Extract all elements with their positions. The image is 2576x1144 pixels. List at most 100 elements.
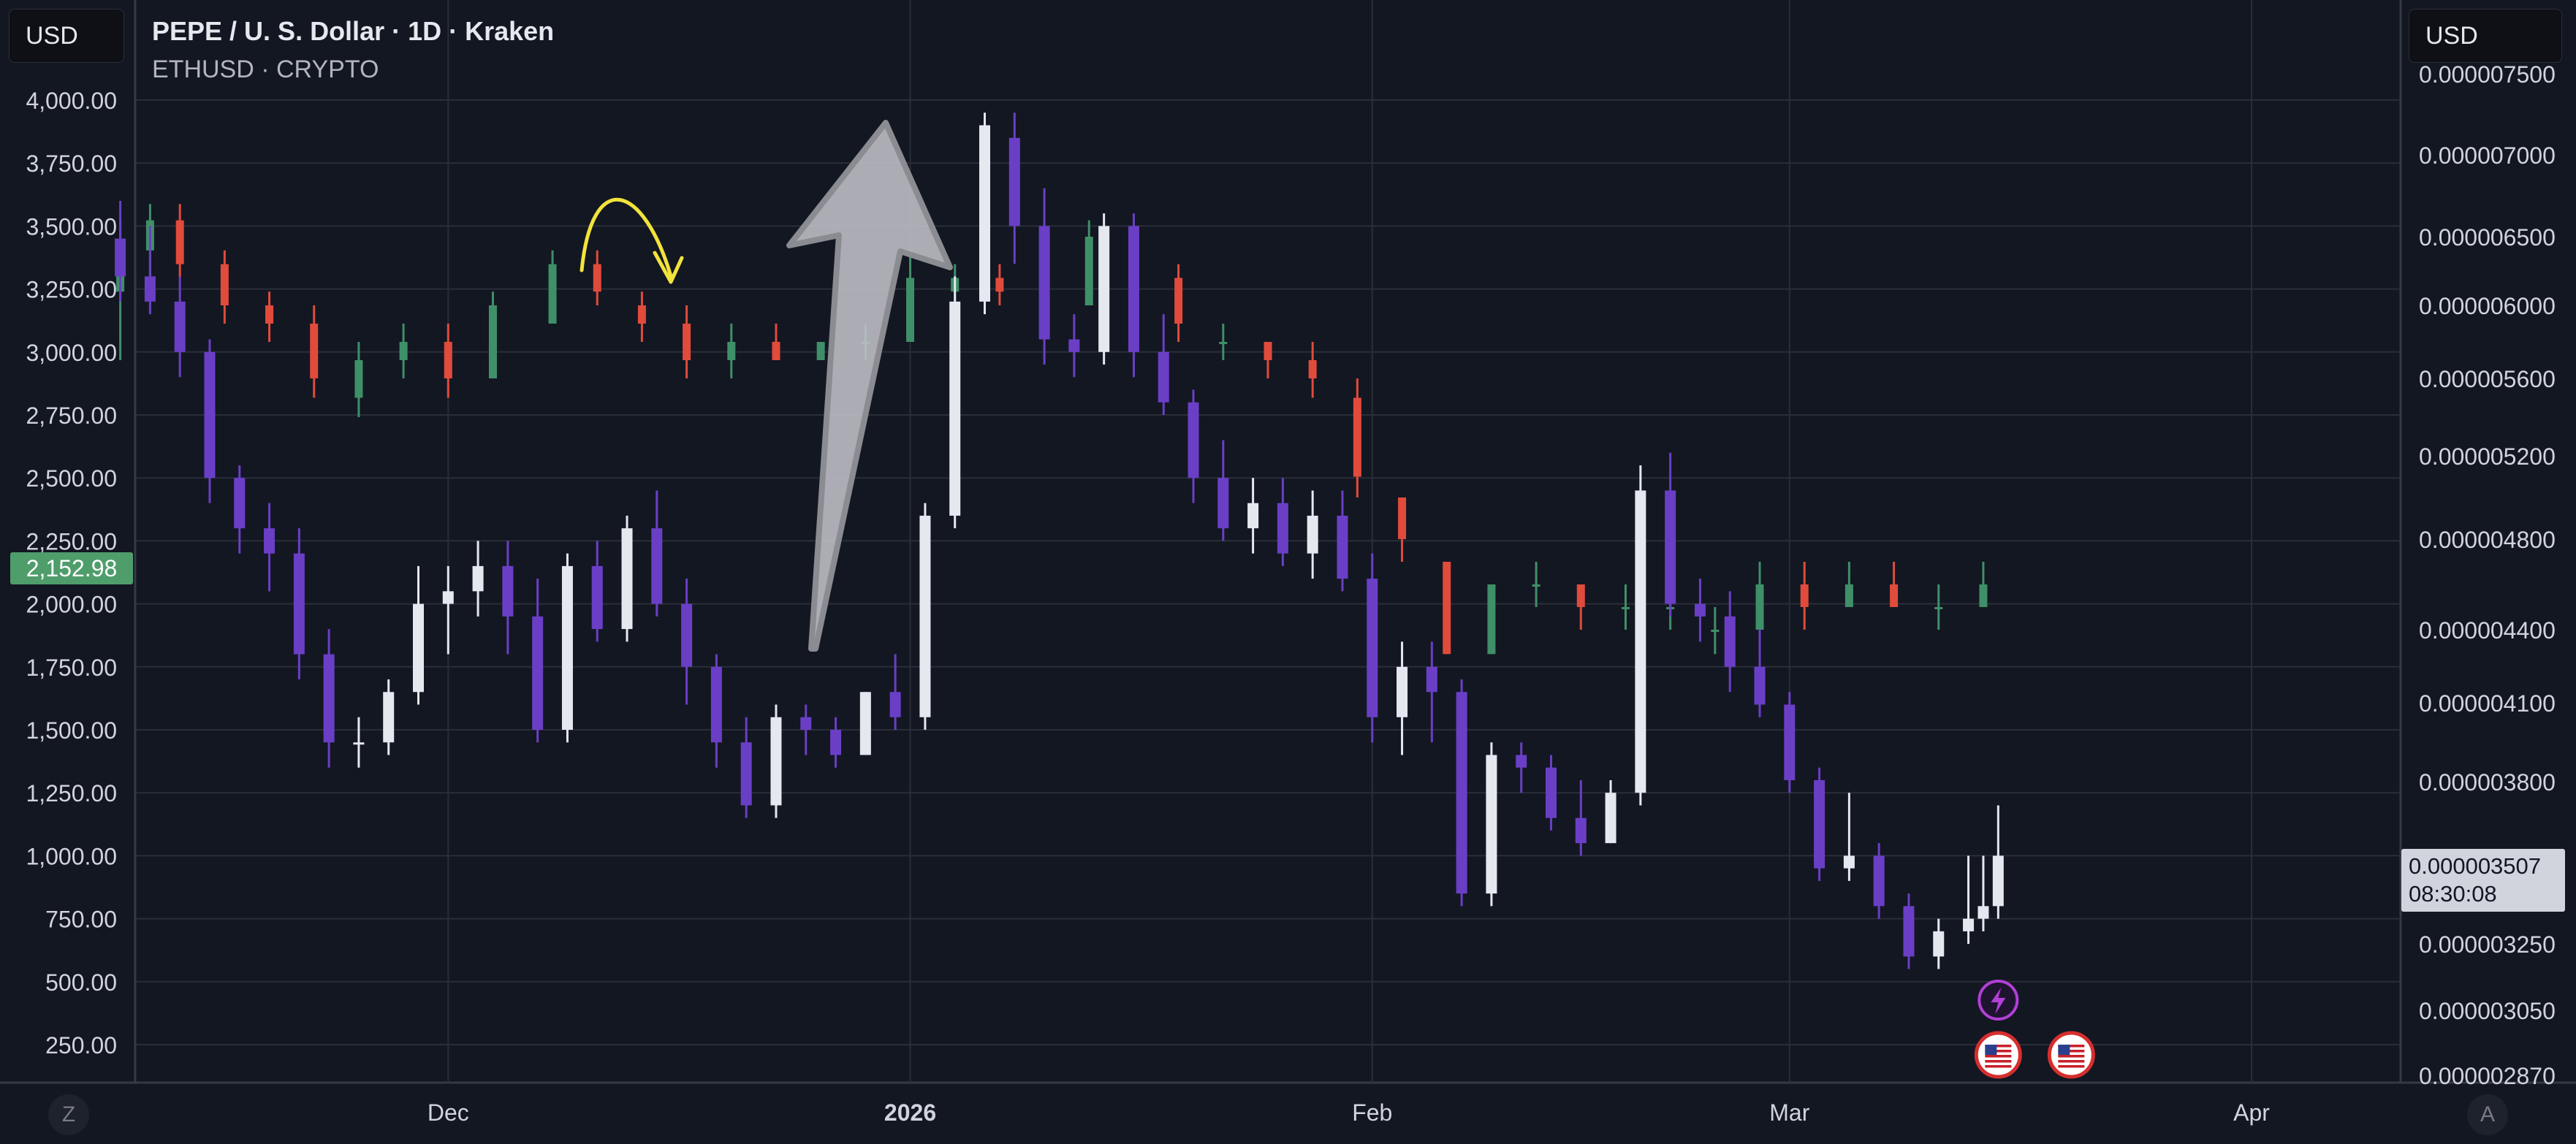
eth-candle — [1158, 351, 1169, 403]
pepe-candle — [1532, 584, 1540, 587]
eth-candle — [174, 301, 186, 352]
eth-candle — [293, 553, 305, 655]
right-tick-label: 0.000003050 — [2419, 998, 2556, 1024]
left-tick-label: 3,250.00 — [26, 277, 117, 303]
eth-candle — [264, 528, 276, 554]
pepe-candle — [1084, 237, 1093, 305]
eth-candle — [1008, 137, 1020, 226]
auto-scale-button[interactable]: A — [2467, 1094, 2508, 1135]
eth-candle — [1247, 503, 1259, 529]
time-tick-label: Feb — [1352, 1099, 1392, 1126]
left-price-axis[interactable]: 4,000.00 3,750.00 3,500.00 3,250.00 3,000.00… — [26, 88, 117, 1059]
eth-candle — [1068, 339, 1080, 352]
pepe-candle — [1353, 397, 1361, 477]
left-tick-label: 2,000.00 — [26, 592, 117, 618]
pepe-candle — [1576, 584, 1585, 607]
flag-canton — [2058, 1045, 2070, 1055]
eth-candle — [1665, 490, 1676, 604]
eth-candle — [1843, 855, 1855, 869]
eth-candle — [1977, 906, 1989, 919]
eth-candle — [204, 351, 216, 478]
symbol-title[interactable]: PEPE / U. S. Dollar · 1D · Kraken — [152, 16, 555, 46]
left-tick-label: 500.00 — [45, 969, 117, 996]
lightning-event-icon — [1977, 980, 2019, 1021]
pepe-candle — [1934, 607, 1943, 609]
eth-candle — [1038, 226, 1050, 340]
eth-candle — [1933, 931, 1945, 957]
pepe-candle — [1398, 497, 1407, 539]
left-tick-label: 2,500.00 — [26, 465, 117, 492]
eth-candle — [889, 692, 901, 717]
symbol-subtitle[interactable]: ETHUSD · CRYPTO — [152, 56, 379, 83]
lightning-bolt — [1991, 988, 2006, 1014]
eth-candle — [591, 565, 603, 630]
eth-candle — [1337, 515, 1348, 579]
eth-candle — [1903, 906, 1915, 957]
pepe-candle — [1264, 342, 1272, 360]
pepe-candle — [310, 324, 319, 378]
flag-stripe — [2058, 1045, 2085, 1048]
left-tick-label: 1,750.00 — [26, 655, 117, 681]
eth-candle — [651, 528, 663, 604]
right-tick-label: 0.000007500 — [2419, 61, 2556, 88]
pepe-candle — [220, 264, 229, 305]
right-tick-label: 0.000003800 — [2419, 769, 2556, 796]
eth-candle — [1575, 817, 1587, 844]
time-tick-label: 2026 — [884, 1099, 936, 1126]
eth-candle — [1188, 402, 1199, 478]
flag-stripe — [1985, 1065, 2012, 1068]
left-tick-label: 2,250.00 — [26, 528, 117, 554]
right-price-axis[interactable]: 0.000007500 0.000007000 0.000006500 0.00000… — [2419, 61, 2556, 1089]
left-tick-label: 750.00 — [45, 907, 117, 933]
pepe-candle — [1443, 562, 1451, 655]
left-last-price-label: 2,152.98 — [10, 552, 133, 584]
eth-candle — [621, 528, 633, 630]
eth-candle — [800, 717, 812, 730]
pepe-candle — [1755, 584, 1764, 630]
flag-stripe — [2058, 1065, 2085, 1068]
pepe-candle — [399, 342, 408, 360]
flag-stripe — [1985, 1050, 2012, 1053]
chart-legend: PEPE / U. S. Dollar · 1D · Kraken ETHUSD… — [152, 16, 554, 84]
left-tick-label: 1,250.00 — [26, 780, 117, 806]
eth-candle — [1277, 503, 1288, 554]
annotations[interactable] — [580, 120, 2095, 1079]
flag-stripe — [1985, 1045, 2012, 1048]
pepe-candle — [1308, 360, 1317, 378]
pepe-candle — [548, 264, 557, 324]
eth-candle — [681, 603, 693, 667]
left-tick-label: 250.00 — [45, 1032, 117, 1059]
right-currency-label: USD — [2425, 21, 2478, 50]
right-currency-button[interactable]: USD — [2409, 9, 2562, 63]
eth-candle — [561, 565, 573, 730]
pepe-candle — [727, 342, 736, 360]
eth-candle — [1873, 855, 1885, 907]
pepe-candle — [683, 324, 691, 360]
eth-candle — [383, 692, 395, 743]
right-tick-label: 0.000006000 — [2419, 293, 2556, 319]
pepe-candle — [906, 278, 915, 342]
eth-candle — [919, 515, 931, 717]
pepe-candle — [995, 278, 1004, 292]
eth-candle — [442, 591, 454, 604]
time-tick-label: Apr — [2233, 1099, 2270, 1126]
curved-arrow-head — [653, 251, 684, 284]
right-tick-label: 0.000006500 — [2419, 224, 2556, 251]
zoom-toggle-button[interactable]: Z — [48, 1094, 89, 1135]
pepe-candles-series — [116, 204, 1988, 655]
left-tick-label: 4,000.00 — [26, 88, 117, 114]
pepe-candle — [637, 305, 646, 324]
eth-candle — [770, 717, 782, 806]
left-tick-label: 3,500.00 — [26, 213, 117, 240]
eth-candle — [1724, 616, 1736, 667]
right-tick-label: 0.000004100 — [2419, 690, 2556, 717]
eth-candle — [1546, 767, 1557, 818]
left-currency-button[interactable]: USD — [9, 9, 124, 63]
eth-candle — [1367, 579, 1378, 717]
eth-candle — [1963, 918, 1975, 931]
eth-candle — [1307, 515, 1318, 554]
pepe-candle — [1487, 584, 1496, 655]
time-axis[interactable]: Dec 2026 Feb Mar Apr — [428, 1099, 2270, 1126]
pepe-candle — [593, 264, 601, 292]
